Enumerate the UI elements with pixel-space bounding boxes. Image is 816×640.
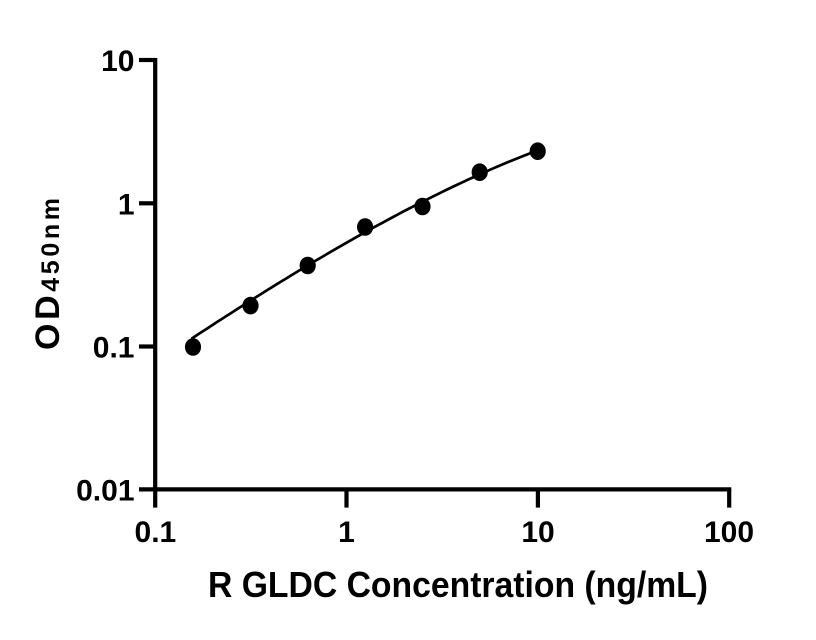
svg-text:100: 100	[704, 516, 754, 549]
svg-text:10: 10	[101, 45, 134, 78]
svg-text:1: 1	[118, 188, 135, 221]
svg-text:R GLDC Concentration (ng/mL): R GLDC Concentration (ng/mL)	[208, 564, 708, 605]
svg-text:0.01: 0.01	[76, 474, 134, 507]
svg-text:0.1: 0.1	[93, 332, 135, 365]
svg-text:0.1: 0.1	[135, 516, 177, 549]
svg-text:10: 10	[521, 516, 554, 549]
svg-text:1: 1	[338, 516, 355, 549]
